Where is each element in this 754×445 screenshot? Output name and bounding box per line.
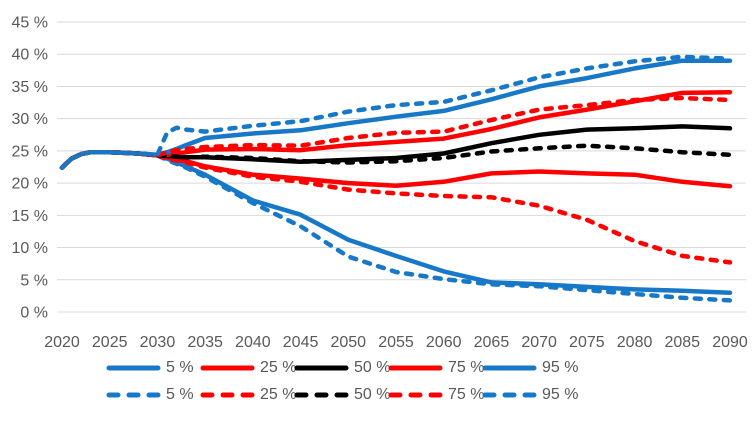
dashed-line-sample-icon xyxy=(388,392,443,398)
legend-item-dashed-25: 25 % xyxy=(200,386,297,403)
legend-item-dashed-75: 75 % xyxy=(388,386,485,403)
legend-item-solid-25: 25 % xyxy=(200,359,297,376)
y-axis-tick-label: 40 % xyxy=(12,47,48,64)
x-axis-tick-label: 2060 xyxy=(426,334,462,351)
solid-line-sample-icon xyxy=(388,365,443,371)
y-axis-tick-label: 20 % xyxy=(12,176,48,193)
legend-item-label: 50 % xyxy=(354,359,391,376)
series-line-95-dashed xyxy=(59,54,733,170)
legend-item-label: 5 % xyxy=(166,359,194,376)
y-axis-tick-label: 30 % xyxy=(12,111,48,128)
y-axis-tick-label: 45 % xyxy=(12,15,48,32)
x-axis-tick-label: 2030 xyxy=(140,334,176,351)
solid-line-sample-icon xyxy=(200,365,255,371)
x-axis-tick-label: 2035 xyxy=(187,334,223,351)
x-axis-tick-label: 2025 xyxy=(92,334,128,351)
x-axis-tick-label: 2070 xyxy=(521,334,557,351)
legend-item-label: 50 % xyxy=(354,386,391,403)
y-axis-tick-label: 25 % xyxy=(12,143,48,160)
x-axis-tick-label: 2045 xyxy=(283,334,319,351)
x-axis-tick-label: 2085 xyxy=(664,334,700,351)
x-axis-tick-label: 2020 xyxy=(44,334,80,351)
legend-row-solid: 5 % 25 % 50 % 75 % 95 % xyxy=(106,360,754,376)
y-axis-tick-label: 10 % xyxy=(12,240,48,257)
x-axis-tick-label: 2090 xyxy=(712,334,748,351)
y-axis-tick-label: 0 % xyxy=(20,305,48,322)
x-axis-tick-label: 2055 xyxy=(378,334,414,351)
solid-line-sample-icon xyxy=(294,365,349,371)
x-axis-tick-label: 2075 xyxy=(569,334,605,351)
legend-item-label: 95 % xyxy=(542,386,579,403)
legend-item-label: 75 % xyxy=(448,386,485,403)
x-axis-tick-label: 2050 xyxy=(330,334,366,351)
legend-item-label: 5 % xyxy=(166,386,194,403)
solid-line-sample-icon xyxy=(106,365,161,371)
legend-item-dashed-95: 95 % xyxy=(482,386,579,403)
dashed-line-sample-icon xyxy=(294,392,349,398)
dashed-line-sample-icon xyxy=(200,392,255,398)
legend-item-dashed-50: 50 % xyxy=(294,386,391,403)
chart-legend: 5 % 25 % 50 % 75 % 95 % 5 % xyxy=(0,360,754,403)
legend-item-label: 75 % xyxy=(448,359,485,376)
legend-item-solid-75: 75 % xyxy=(388,359,485,376)
percentile-line-chart: 45 % 40 % 35 % 30 % 25 % 20 % 15 % 10 % 5 % 0 % 20… xyxy=(12,15,748,352)
legend-item-dashed-5: 5 % xyxy=(106,387,200,403)
legend-item-solid-50: 50 % xyxy=(294,359,391,376)
dashed-line-sample-icon xyxy=(482,392,537,398)
legend-item-label: 95 % xyxy=(542,359,579,376)
series-line-25-dashed xyxy=(59,149,733,265)
legend-row-dashed: 5 % 25 % 50 % 75 % 95 % xyxy=(106,387,754,403)
solid-line-sample-icon xyxy=(482,365,537,371)
legend-item-label: 25 % xyxy=(260,359,297,376)
y-axis-tick-label: 5 % xyxy=(20,272,48,289)
dashed-line-sample-icon xyxy=(106,392,161,398)
x-axis-tick-label: 2040 xyxy=(235,334,271,351)
y-axis-tick-label: 35 % xyxy=(12,79,48,96)
legend-item-label: 25 % xyxy=(260,386,297,403)
legend-item-solid-95: 95 % xyxy=(482,359,579,376)
x-axis-tick-label: 2065 xyxy=(474,334,510,351)
y-axis-tick-label: 15 % xyxy=(12,208,48,225)
legend-item-solid-5: 5 % xyxy=(106,360,200,376)
x-axis-tick-label: 2080 xyxy=(617,334,653,351)
